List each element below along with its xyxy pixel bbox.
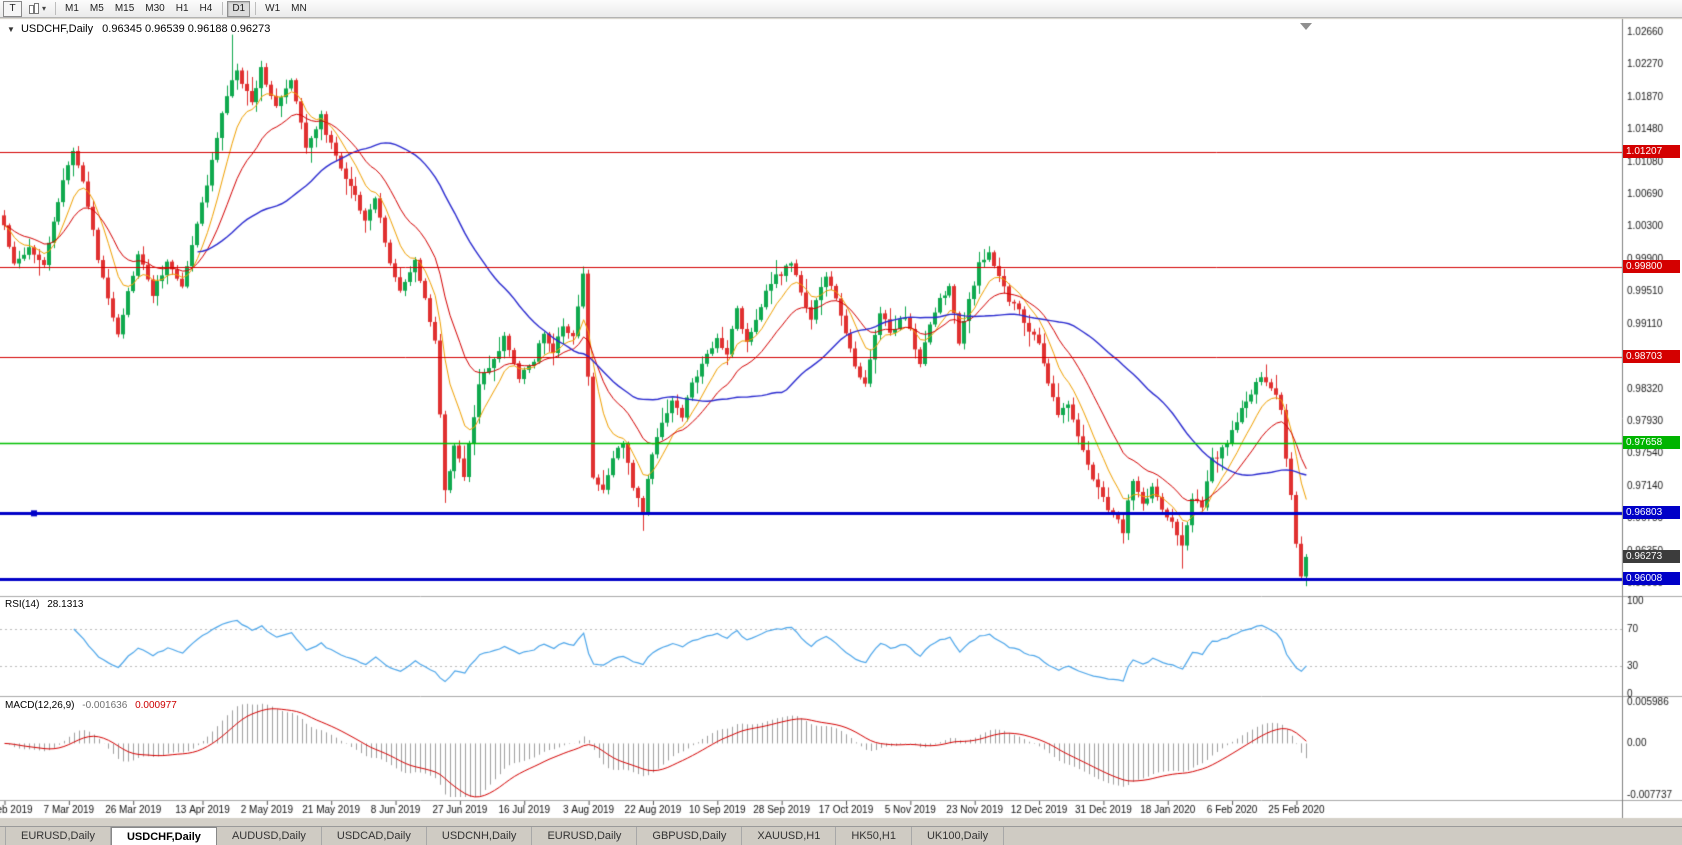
price-level-label: 0.96803 — [1623, 506, 1680, 519]
rsi-label: RSI(14) 28.1313 — [5, 599, 83, 610]
price-level-label: 0.99800 — [1623, 260, 1680, 273]
chart-tab-uk100-daily[interactable]: UK100,Daily — [912, 827, 1005, 845]
chart-tab-audusd-daily[interactable]: AUDUSD,Daily — [217, 827, 322, 845]
current-price-label: 0.96273 — [1623, 550, 1680, 563]
timeframe-button-w1[interactable]: W1 — [265, 3, 281, 14]
chart-tab-usdchf-daily[interactable]: USDCHF,Daily — [110, 827, 217, 845]
timeframe-button-m1[interactable]: M1 — [65, 3, 79, 14]
pane-divider[interactable] — [0, 596, 1682, 599]
timeframe-buttons: M1 M5 M15 M30 H1 H4 D1 W1 MN — [60, 0, 313, 17]
chart-tab-hk50-h1[interactable]: HK50,H1 — [836, 827, 912, 845]
chart-shift-marker[interactable] — [1300, 23, 1312, 30]
chart-ohlc-values: 0.96345 0.96539 0.96188 0.96273 — [102, 23, 271, 35]
timeframe-button-m30[interactable]: M30 — [145, 3, 165, 14]
price-level-label: 0.98703 — [1623, 350, 1680, 363]
timeframe-button-m5[interactable]: M5 — [89, 3, 104, 14]
main-chart-pane[interactable] — [0, 19, 1682, 595]
price-level-label: 0.96008 — [1623, 572, 1680, 585]
rsi-title: RSI(14) — [5, 599, 40, 610]
macd-label: MACD(12,26,9) -0.001636 0.000977 — [5, 700, 177, 711]
chart-tab-eurusd-daily[interactable]: EURUSD,Daily — [5, 827, 111, 845]
rsi-pane[interactable] — [0, 599, 1682, 695]
pane-divider[interactable] — [0, 696, 1682, 699]
toolbar: T ▾ M1 M5 M15 M30 H1 H4 D1 W1 MN — [0, 0, 1682, 18]
chart-tab-eurusd-daily[interactable]: EURUSD,Daily — [532, 827, 638, 845]
rsi-value: 28.1313 — [47, 599, 84, 610]
time-axis[interactable] — [0, 801, 1682, 818]
chart-tab-xauusd-h1[interactable]: XAUUSD,H1 — [742, 827, 837, 845]
chevron-down-icon: ▾ — [42, 4, 47, 13]
collapse-chart-icon[interactable]: ▼ — [7, 25, 15, 34]
timeframe-button-m15[interactable]: M15 — [114, 3, 135, 14]
chart-symbol-period: USDCHF,Daily — [20, 23, 94, 35]
timeframe-button-d1[interactable]: D1 — [227, 0, 251, 17]
chart-type-icon — [28, 2, 40, 15]
price-level-label: 0.97658 — [1623, 436, 1680, 449]
toolbar-separator — [55, 2, 57, 15]
chart-tab-usdcad-daily[interactable]: USDCAD,Daily — [322, 827, 427, 845]
chart-tab-gbpusd-daily[interactable]: GBPUSD,Daily — [637, 827, 743, 845]
price-level-label: 1.01207 — [1623, 145, 1680, 158]
text-tool-button[interactable]: T — [3, 0, 22, 17]
macd-value: -0.001636 — [82, 700, 128, 711]
toolbar-separator — [255, 2, 257, 15]
timeframe-button-h4[interactable]: H4 — [199, 3, 213, 14]
chart-tab-bar: EURUSD,Daily USDCHF,Daily AUDUSD,Daily USDC… — [0, 826, 1682, 845]
price-axis[interactable] — [1622, 19, 1682, 800]
timeframe-button-mn[interactable]: MN — [291, 3, 307, 14]
chart-tab-usdcnh-daily[interactable]: USDCNH,Daily — [427, 827, 533, 845]
macd-signal-value: 0.000977 — [135, 700, 177, 711]
timeframe-button-h1[interactable]: H1 — [175, 3, 189, 14]
chart-type-button[interactable]: ▾ — [25, 2, 49, 16]
macd-title: MACD(12,26,9) — [5, 700, 75, 711]
toolbar-separator — [222, 2, 224, 15]
macd-pane[interactable] — [0, 699, 1682, 799]
chart-title: ▼ USDCHF,Daily 0.96345 0.96539 0.96188 0… — [7, 23, 270, 35]
